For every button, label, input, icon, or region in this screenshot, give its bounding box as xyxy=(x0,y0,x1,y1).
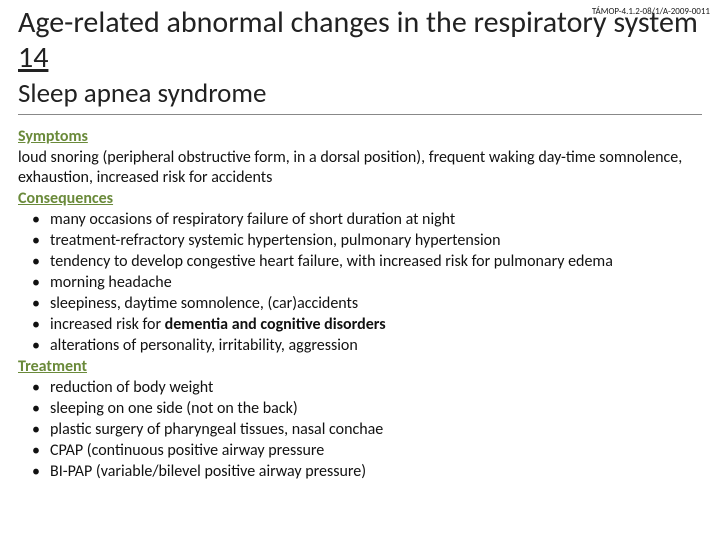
section-symptoms-label: Symptoms xyxy=(18,127,702,147)
list-item: many occasions of respiratory failure of… xyxy=(50,210,702,230)
list-item: sleepiness, daytime somnolence, (car)acc… xyxy=(50,294,702,314)
list-item: sleeping on one side (not on the back) xyxy=(50,399,702,419)
section-consequences-label: Consequences xyxy=(18,189,702,209)
section-treatment-label: Treatment xyxy=(18,357,702,377)
title-number: 14 xyxy=(18,39,48,76)
list-item-bold: dementia and cognitive disorders xyxy=(165,315,386,334)
list-item: morning headache xyxy=(50,273,702,293)
list-item: alterations of personality, irritability… xyxy=(50,336,702,356)
treatment-list: reduction of body weight sleeping on one… xyxy=(18,378,702,482)
list-item: reduction of body weight xyxy=(50,378,702,398)
consequences-list: many occasions of respiratory failure of… xyxy=(18,210,702,356)
section-symptoms-text: loud snoring (peripheral obstructive for… xyxy=(18,148,702,188)
list-item: tendency to develop congestive heart fai… xyxy=(50,252,702,272)
slide-subtitle: Sleep apnea syndrome xyxy=(18,77,702,115)
document-reference: TÁMOP-4.1.2-08/1/A-2009-0011 xyxy=(592,6,710,17)
list-item: treatment-refractory systemic hypertensi… xyxy=(50,231,702,251)
list-item: CPAP (continuous positive airway pressur… xyxy=(50,441,702,461)
list-item: BI-PAP (variable/bilevel positive airway… xyxy=(50,462,702,482)
slide-root: TÁMOP-4.1.2-08/1/A-2009-0011 Age-related… xyxy=(0,0,720,540)
list-item: increased risk for dementia and cognitiv… xyxy=(50,315,702,335)
slide-body: Symptoms loud snoring (peripheral obstru… xyxy=(18,127,702,482)
list-item: plastic surgery of pharyngeal tissues, n… xyxy=(50,420,702,440)
list-item-prefix: increased risk for xyxy=(50,315,165,334)
